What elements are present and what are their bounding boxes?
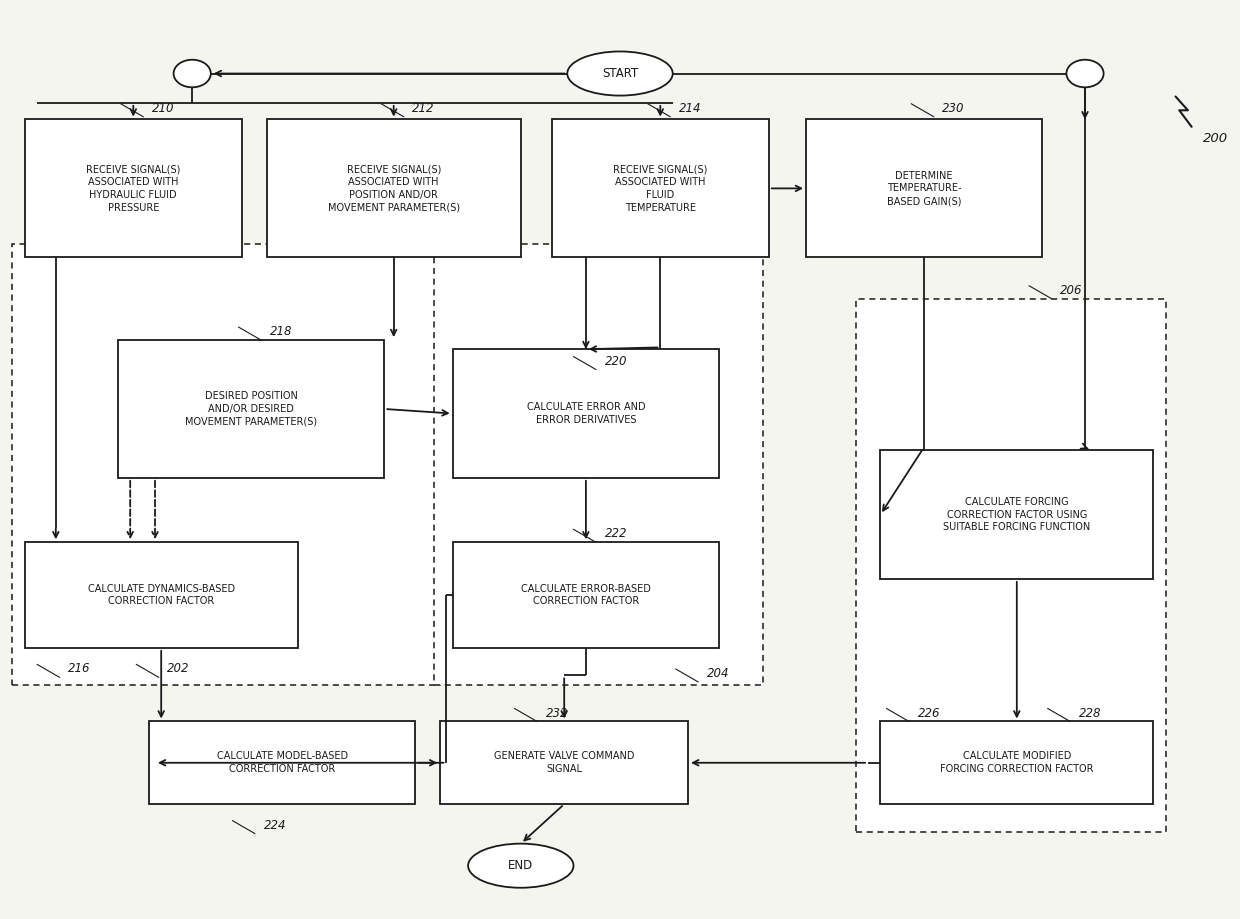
Bar — [880, 721, 1153, 804]
Bar — [149, 721, 415, 804]
Text: RECEIVE SIGNAL(S)
ASSOCIATED WITH
POSITION AND/OR
MOVEMENT PARAMETER(S): RECEIVE SIGNAL(S) ASSOCIATED WITH POSITI… — [327, 165, 460, 212]
Text: 218: 218 — [270, 325, 293, 338]
Circle shape — [174, 60, 211, 87]
Text: 206: 206 — [1060, 284, 1083, 297]
Text: 216: 216 — [68, 663, 91, 675]
Bar — [453, 542, 719, 648]
Ellipse shape — [467, 844, 573, 888]
Circle shape — [1066, 60, 1104, 87]
Bar — [434, 244, 763, 685]
Text: 232: 232 — [546, 707, 568, 720]
Text: 214: 214 — [680, 102, 702, 115]
Text: CALCULATE MODEL-BASED
CORRECTION FACTOR: CALCULATE MODEL-BASED CORRECTION FACTOR — [217, 752, 347, 774]
Text: GENERATE VALVE COMMAND
SIGNAL: GENERATE VALVE COMMAND SIGNAL — [494, 752, 635, 774]
Text: DESIRED POSITION
AND/OR DESIRED
MOVEMENT PARAMETER(S): DESIRED POSITION AND/OR DESIRED MOVEMENT… — [185, 391, 317, 426]
Bar — [267, 119, 521, 257]
Text: 226: 226 — [918, 707, 940, 720]
Bar — [25, 119, 242, 257]
Text: START: START — [601, 67, 639, 80]
Bar — [552, 119, 769, 257]
Text: CALCULATE ERROR-BASED
CORRECTION FACTOR: CALCULATE ERROR-BASED CORRECTION FACTOR — [521, 584, 651, 607]
Bar — [440, 721, 688, 804]
Bar — [118, 340, 384, 478]
Text: 212: 212 — [412, 102, 435, 115]
Bar — [856, 299, 1166, 832]
Text: 220: 220 — [605, 355, 627, 368]
Text: 222: 222 — [605, 528, 627, 540]
Bar — [453, 349, 719, 478]
Bar — [806, 119, 1042, 257]
Text: RECEIVE SIGNAL(S)
ASSOCIATED WITH
FLUID
TEMPERATURE: RECEIVE SIGNAL(S) ASSOCIATED WITH FLUID … — [613, 165, 708, 212]
Bar — [880, 450, 1153, 579]
Text: 228: 228 — [1079, 707, 1101, 720]
Text: CALCULATE MODIFIED
FORCING CORRECTION FACTOR: CALCULATE MODIFIED FORCING CORRECTION FA… — [940, 752, 1094, 774]
Text: DETERMINE
TEMPERATURE-
BASED GAIN(S): DETERMINE TEMPERATURE- BASED GAIN(S) — [887, 171, 961, 206]
Bar — [12, 244, 440, 685]
Text: 200: 200 — [1203, 132, 1228, 145]
Text: CALCULATE DYNAMICS-BASED
CORRECTION FACTOR: CALCULATE DYNAMICS-BASED CORRECTION FACT… — [88, 584, 234, 607]
Text: 204: 204 — [707, 667, 729, 680]
Text: END: END — [508, 859, 533, 872]
Text: 202: 202 — [167, 663, 190, 675]
Text: 210: 210 — [151, 102, 175, 115]
Ellipse shape — [567, 51, 672, 96]
Text: CALCULATE FORCING
CORRECTION FACTOR USING
SUITABLE FORCING FUNCTION: CALCULATE FORCING CORRECTION FACTOR USIN… — [944, 497, 1090, 532]
Text: 224: 224 — [263, 819, 286, 832]
Bar — [25, 542, 298, 648]
Text: RECEIVE SIGNAL(S)
ASSOCIATED WITH
HYDRAULIC FLUID
PRESSURE: RECEIVE SIGNAL(S) ASSOCIATED WITH HYDRAU… — [86, 165, 181, 212]
Text: CALCULATE ERROR AND
ERROR DERIVATIVES: CALCULATE ERROR AND ERROR DERIVATIVES — [527, 403, 645, 425]
Text: 230: 230 — [942, 102, 965, 115]
